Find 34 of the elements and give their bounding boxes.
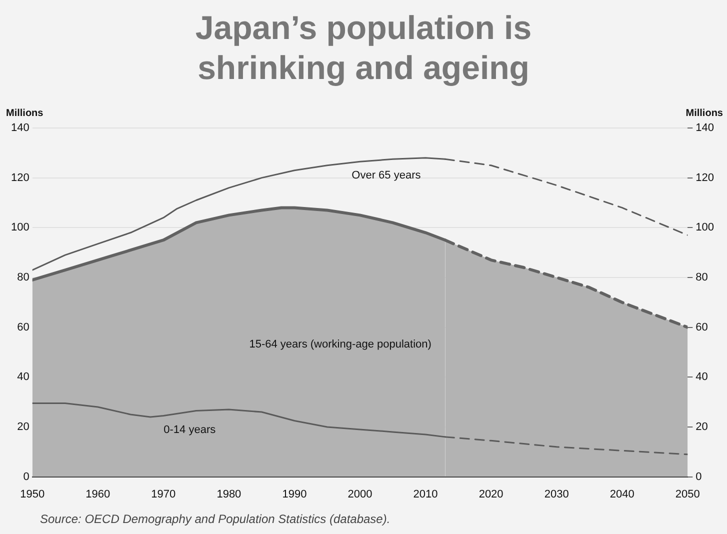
y-axis-title: Millions xyxy=(6,108,44,119)
y2-tick-label: 100 xyxy=(696,222,714,234)
x-tick-label: 2050 xyxy=(675,488,700,500)
x-tick-label: 2030 xyxy=(544,488,569,500)
y-tick-label: 20 xyxy=(17,421,30,434)
y-tick-label: 140 xyxy=(10,122,30,134)
x-tick-label: 2020 xyxy=(478,488,504,500)
y-tick-label: 0 xyxy=(23,470,30,483)
y2-tick-label: 0 xyxy=(696,470,702,483)
series-label: 0-14 years xyxy=(164,424,216,436)
y-tick-label: 40 xyxy=(17,371,30,384)
y2-tick-label: 140 xyxy=(696,122,714,134)
series-label: Over 65 years xyxy=(352,170,422,182)
x-tick-label: 1970 xyxy=(151,488,176,500)
y-tick-label: 80 xyxy=(17,272,30,284)
y2-axis-title: Millions xyxy=(686,108,724,119)
x-tick-label: 1960 xyxy=(86,488,110,500)
y2-tick-label: 20 xyxy=(696,421,708,434)
chart-title: Japan’s population is shrinking and ageing xyxy=(194,8,533,88)
y2-tick-label: 60 xyxy=(696,321,708,334)
x-tick-label: 2040 xyxy=(610,488,634,500)
y2-tick-label: 80 xyxy=(696,272,708,284)
y2-tick-label: 120 xyxy=(696,172,714,184)
y-tick-label: 120 xyxy=(10,172,30,184)
x-tick-label: 2010 xyxy=(413,488,438,500)
y-tick-label: 60 xyxy=(17,321,30,334)
x-tick-label: 1980 xyxy=(216,488,242,500)
source-note: Source: OECD Demography and Population Statistics (database). xyxy=(40,512,390,526)
x-tick-label: 1990 xyxy=(282,488,307,500)
x-tick-label: 1950 xyxy=(20,488,45,500)
y2-tick-label: 40 xyxy=(696,371,708,384)
x-tick-label: 2000 xyxy=(348,488,372,500)
series-label: 15-64 years (working-age population) xyxy=(249,338,432,351)
y-tick-label: 100 xyxy=(10,222,30,234)
